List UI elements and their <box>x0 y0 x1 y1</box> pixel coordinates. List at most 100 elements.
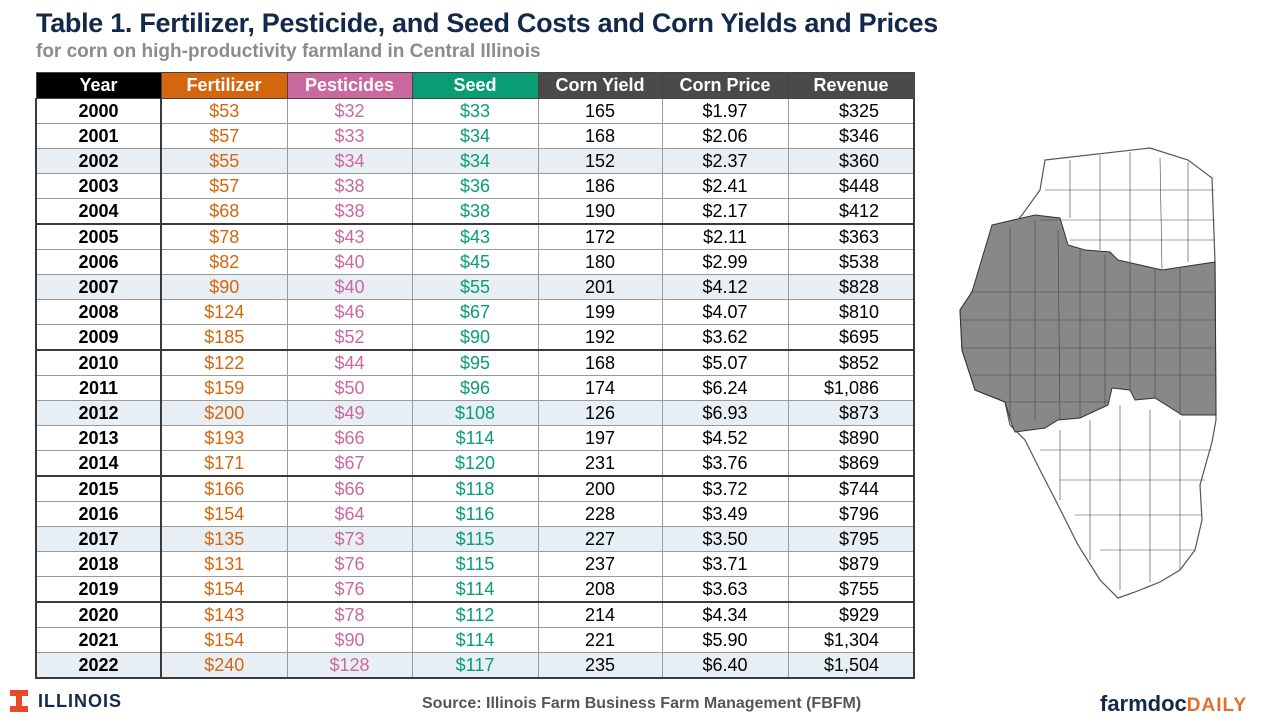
cell-corn-price: $2.11 <box>661 223 789 250</box>
cell-fertilizer: $159 <box>160 375 288 401</box>
illinois-map-icon <box>959 147 1217 599</box>
cell-corn-price: $6.40 <box>661 652 789 679</box>
header-corn-price: Corn Price <box>661 72 789 99</box>
illinois-logo: ILLINOIS <box>10 690 122 712</box>
cell-pesticides: $90 <box>286 627 413 653</box>
table-row: 2019 $154 $76 $114 208 $3.63 $755 <box>35 576 915 603</box>
table-row: 2005 $78 $43 $43 172 $2.11 $363 <box>35 223 915 250</box>
table-row: 2004 $68 $38 $38 190 $2.17 $412 <box>35 198 915 225</box>
header-fertilizer: Fertilizer <box>160 72 288 99</box>
table-row: 2007 $90 $40 $55 201 $4.12 $828 <box>35 274 915 300</box>
cell-seed: $67 <box>411 299 539 325</box>
table-row: 2018 $131 $76 $115 237 $3.71 $879 <box>35 551 915 577</box>
cell-seed: $95 <box>411 349 539 376</box>
brand-daily: DAILY <box>1186 695 1248 716</box>
cell-corn-yield: 221 <box>537 627 663 653</box>
cell-year: 2003 <box>35 173 162 199</box>
cell-pesticides: $76 <box>286 576 413 603</box>
illinois-logo-text: ILLINOIS <box>38 690 122 711</box>
cell-fertilizer: $82 <box>160 249 288 275</box>
cell-corn-price: $6.24 <box>661 375 789 401</box>
cell-revenue: $852 <box>787 349 915 376</box>
cell-corn-price: $4.12 <box>661 274 789 300</box>
cell-corn-price: $5.07 <box>661 349 789 376</box>
cell-corn-yield: 190 <box>537 198 663 225</box>
cell-fertilizer: $185 <box>160 324 288 351</box>
cell-fertilizer: $166 <box>160 475 288 502</box>
cell-pesticides: $38 <box>286 198 413 225</box>
cell-corn-yield: 165 <box>537 98 663 124</box>
cell-year: 2014 <box>35 450 162 477</box>
farmdoc-daily-logo: farmdocDAILY <box>1100 691 1247 717</box>
cell-corn-price: $4.34 <box>661 601 789 628</box>
cell-seed: $118 <box>411 475 539 502</box>
cell-year: 2010 <box>35 349 162 376</box>
cell-pesticides: $67 <box>286 450 413 477</box>
cell-year: 2013 <box>35 425 162 451</box>
cell-corn-yield: 237 <box>537 551 663 577</box>
header-pesticides: Pesticides <box>286 72 413 99</box>
cell-corn-yield: 152 <box>537 148 663 174</box>
cell-corn-price: $1.97 <box>661 98 789 124</box>
cell-fertilizer: $154 <box>160 576 288 603</box>
cell-seed: $96 <box>411 375 539 401</box>
cell-corn-yield: 199 <box>537 299 663 325</box>
cell-year: 2015 <box>35 475 162 502</box>
header-revenue: Revenue <box>787 72 915 99</box>
cell-fertilizer: $154 <box>160 627 288 653</box>
cell-pesticides: $40 <box>286 274 413 300</box>
cell-pesticides: $66 <box>286 475 413 502</box>
cell-revenue: $1,304 <box>787 627 915 653</box>
cell-seed: $114 <box>411 627 539 653</box>
cell-seed: $117 <box>411 652 539 679</box>
block-i-icon <box>10 690 28 712</box>
cell-seed: $33 <box>411 98 539 124</box>
cell-corn-yield: 192 <box>537 324 663 351</box>
cell-corn-price: $3.50 <box>661 526 789 552</box>
cell-fertilizer: $135 <box>160 526 288 552</box>
cell-revenue: $744 <box>787 475 915 502</box>
cell-pesticides: $76 <box>286 551 413 577</box>
cell-year: 2009 <box>35 324 162 351</box>
cell-year: 2012 <box>35 400 162 426</box>
cell-fertilizer: $57 <box>160 173 288 199</box>
cell-year: 2004 <box>35 198 162 225</box>
cell-year: 2016 <box>35 501 162 527</box>
table-row: 2014 $171 $67 $120 231 $3.76 $869 <box>35 450 915 477</box>
county-lines <box>962 152 1215 590</box>
cell-pesticides: $33 <box>286 123 413 149</box>
cell-seed: $55 <box>411 274 539 300</box>
cell-fertilizer: $57 <box>160 123 288 149</box>
cell-corn-yield: 201 <box>537 274 663 300</box>
cell-corn-price: $5.90 <box>661 627 789 653</box>
cell-revenue: $755 <box>787 576 915 603</box>
cell-revenue: $879 <box>787 551 915 577</box>
cell-revenue: $890 <box>787 425 915 451</box>
cell-revenue: $360 <box>787 148 915 174</box>
cell-pesticides: $38 <box>286 173 413 199</box>
table-row: 2022 $240 $128 $117 235 $6.40 $1,504 <box>35 652 915 679</box>
cell-seed: $112 <box>411 601 539 628</box>
cell-pesticides: $73 <box>286 526 413 552</box>
cell-corn-price: $3.62 <box>661 324 789 351</box>
cell-year: 2021 <box>35 627 162 653</box>
page-subtitle: for corn on high-productivity farmland i… <box>36 41 541 62</box>
cell-seed: $34 <box>411 148 539 174</box>
cell-pesticides: $128 <box>286 652 413 679</box>
cell-year: 2022 <box>35 652 162 679</box>
table-row: 2020 $143 $78 $112 214 $4.34 $929 <box>35 601 915 628</box>
cell-corn-price: $2.06 <box>661 123 789 149</box>
cell-year: 2006 <box>35 249 162 275</box>
cell-seed: $90 <box>411 324 539 351</box>
cell-revenue: $869 <box>787 450 915 477</box>
cell-fertilizer: $240 <box>160 652 288 679</box>
cell-pesticides: $49 <box>286 400 413 426</box>
cell-corn-price: $4.07 <box>661 299 789 325</box>
cell-year: 2000 <box>35 98 162 124</box>
cell-corn-yield: 231 <box>537 450 663 477</box>
cell-corn-price: $4.52 <box>661 425 789 451</box>
table-row: 2011 $159 $50 $96 174 $6.24 $1,086 <box>35 375 915 401</box>
cell-pesticides: $50 <box>286 375 413 401</box>
cell-fertilizer: $68 <box>160 198 288 225</box>
data-table: Year Fertilizer Pesticides Seed Corn Yie… <box>35 72 915 679</box>
